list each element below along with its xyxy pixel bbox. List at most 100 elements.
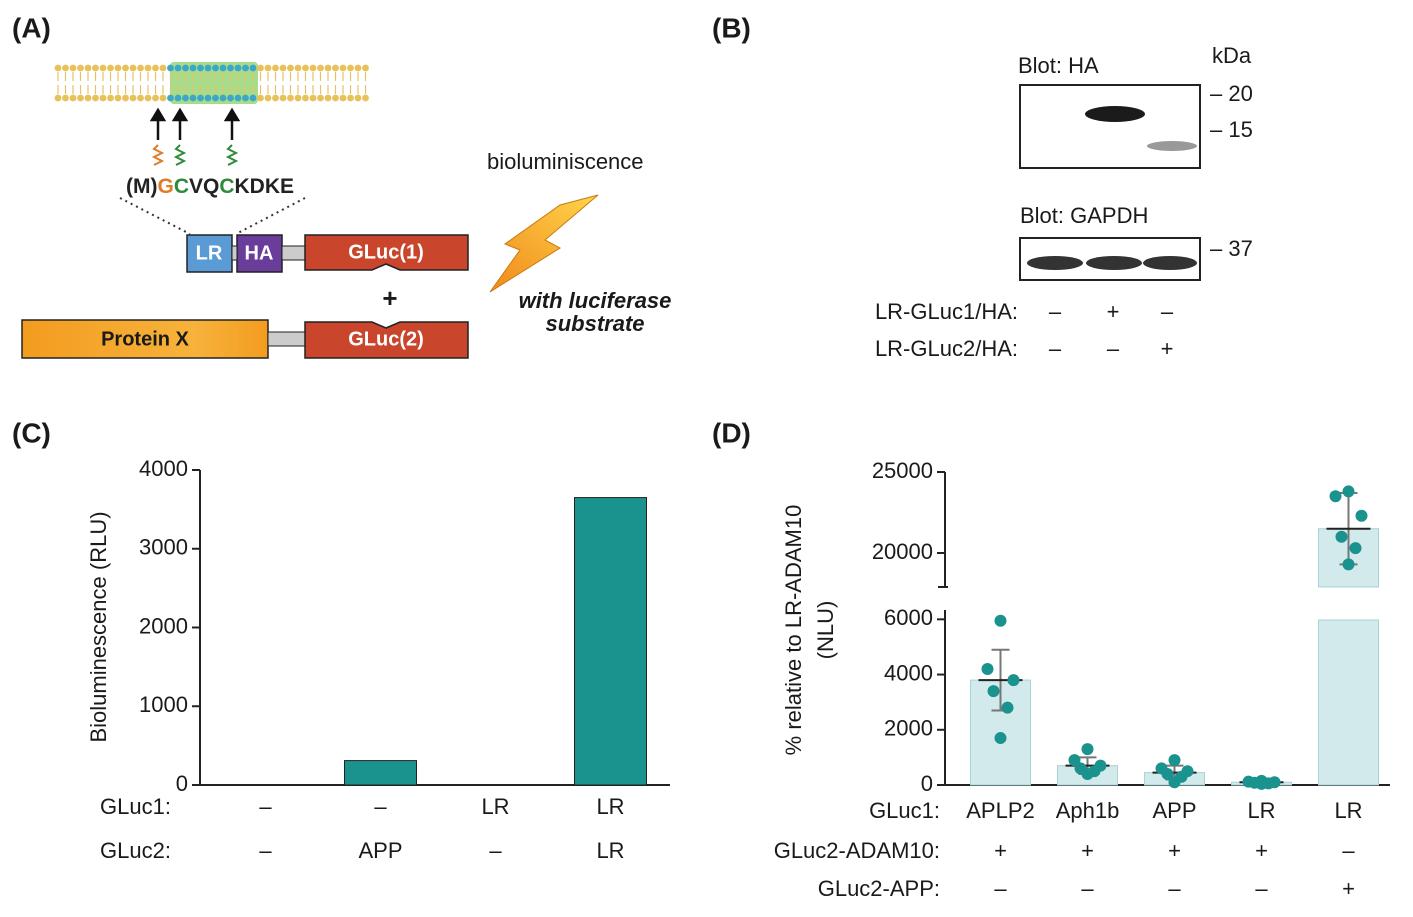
y-tick-label: 6000	[884, 605, 933, 630]
sequence-part: C	[219, 175, 234, 198]
x-row-value: –	[1342, 838, 1355, 863]
lr-box	[186, 234, 233, 273]
sequence-part: G	[157, 175, 173, 198]
lipid-head	[339, 94, 347, 102]
lipid-head	[137, 94, 144, 102]
box-label: GLuc(1)	[348, 241, 424, 263]
x-tick-label: LR	[1334, 798, 1362, 823]
lipid-head	[264, 94, 272, 102]
lipid-head	[189, 64, 197, 72]
y-tick-label: 1000	[139, 692, 188, 717]
x-row-value: +	[1168, 838, 1181, 863]
x-tick-label: APLP2	[966, 798, 1035, 823]
sign: –	[1161, 299, 1174, 324]
lipid-head	[197, 94, 204, 102]
lane-table: LR-GLuc1/HA: – + – LR-GLuc2/HA: – – +	[875, 299, 1174, 361]
linker	[231, 245, 238, 261]
membrane	[54, 62, 369, 104]
lipid-head	[114, 64, 122, 72]
y-tick-label: 4000	[884, 660, 933, 685]
y-tick-label: 2000	[884, 716, 933, 741]
bar	[1318, 619, 1379, 786]
lipid-head	[99, 94, 107, 102]
data-point	[1161, 767, 1174, 780]
lipid-head	[317, 64, 324, 72]
lipid-head	[62, 64, 69, 72]
marker: – 15	[1210, 117, 1253, 142]
lipid-head	[62, 94, 69, 102]
x-row-value: LR	[596, 794, 624, 819]
lipid-head	[362, 94, 369, 102]
lipid-head	[272, 94, 279, 102]
lipid-head	[302, 94, 309, 102]
data-point	[1081, 743, 1094, 756]
sequence-part: KDKE	[235, 175, 295, 198]
x-row-value: –	[259, 794, 272, 819]
lipid-head	[84, 64, 92, 72]
lipid-head	[129, 64, 137, 72]
y-tick-label: 25000	[872, 458, 933, 483]
box-label: GLuc(2)	[348, 328, 424, 350]
sign: –	[1107, 336, 1120, 361]
plus: +	[382, 283, 397, 313]
lipid-head	[212, 94, 219, 102]
y-tick-label: 4000	[139, 456, 188, 481]
lipid-head	[137, 64, 144, 72]
data-point	[987, 685, 1000, 698]
lipid-head	[249, 94, 257, 102]
data-point	[1081, 767, 1094, 780]
lipid-head	[114, 94, 122, 102]
x-row-label: GLuc2-APP:	[818, 876, 940, 901]
row-label: LR-GLuc2/HA:	[875, 336, 1018, 361]
x-row-value: –	[994, 876, 1007, 901]
panel-label: (D)	[712, 417, 751, 448]
lipid-head	[279, 94, 287, 102]
lipid-head	[279, 64, 287, 72]
lipid-head	[234, 64, 242, 72]
bioluminescence-label: bioluminiscence	[487, 149, 644, 174]
lipid-head	[354, 94, 362, 102]
linker	[267, 331, 306, 347]
x-row-value: –	[1255, 876, 1268, 901]
blot	[1019, 84, 1201, 169]
lipid-head	[227, 94, 234, 102]
lipid-head	[152, 94, 159, 102]
substrate-label: with luciferase	[519, 288, 672, 313]
marker: – 37	[1210, 236, 1253, 261]
lipid-head	[257, 94, 264, 102]
lipid-head	[167, 64, 174, 72]
sequence: (M)GCVQCKDKE	[126, 175, 294, 198]
lipid-head	[302, 64, 309, 72]
lipid-head	[219, 64, 227, 72]
blot-label: Blot: HA	[1018, 53, 1099, 78]
kda-label: kDa	[1212, 43, 1252, 68]
sign: +	[1161, 336, 1174, 361]
x-tick-label: Aph1b	[1056, 798, 1120, 823]
data-point	[1342, 558, 1355, 571]
lipid-head	[219, 94, 227, 102]
charts: (C) 0 1000 2000 3000 4000 Bioluminescence (RLU…	[12, 417, 1390, 901]
band	[1027, 256, 1083, 270]
data-point	[1349, 542, 1362, 555]
gluc1-box	[304, 234, 469, 271]
data-point	[1342, 485, 1355, 498]
x-row-label: GLuc1:	[869, 798, 940, 823]
lipid-head	[54, 94, 62, 102]
row-label: LR-GLuc1/HA:	[875, 299, 1018, 324]
y-tick-label: 3000	[139, 535, 188, 560]
protein-x-box	[21, 319, 269, 359]
arrows	[149, 107, 241, 166]
lipid-head	[287, 64, 294, 72]
data-point	[994, 732, 1007, 745]
x-row-label: GLuc1:	[100, 794, 171, 819]
lipid-head	[99, 64, 107, 72]
dotted-lines	[119, 197, 306, 235]
panel-label: (C)	[12, 417, 51, 448]
x-row-value: +	[1081, 838, 1094, 863]
lipid-head	[159, 94, 167, 102]
lipid-head	[204, 94, 212, 102]
lipid-head	[347, 64, 354, 72]
lipid-head	[189, 94, 197, 102]
lipid-head	[234, 94, 242, 102]
sign: –	[1049, 336, 1062, 361]
